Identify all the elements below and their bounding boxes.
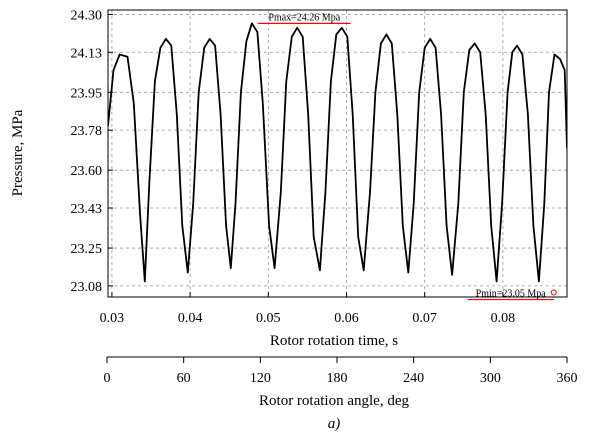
x2-tick-label: 180 bbox=[327, 371, 348, 386]
pmin-marker bbox=[550, 289, 557, 296]
x2-tick-label: 120 bbox=[250, 371, 271, 386]
y-tick-label: 23.60 bbox=[71, 164, 103, 179]
x2-axis-label: Rotor rotation angle, deg bbox=[259, 393, 409, 409]
pmin-label: Pmin=23.05 Mpa bbox=[476, 289, 547, 300]
x2-tick-label: 0 bbox=[104, 371, 111, 386]
y-axis-label: Pressure, MPa bbox=[10, 109, 26, 196]
x-tick-label: 0.08 bbox=[491, 311, 516, 326]
x-axis-angle: 0 60 120 180 240 300 360 bbox=[104, 356, 578, 386]
y-tick-label: 23.43 bbox=[71, 202, 103, 217]
x2-tick-label: 360 bbox=[557, 371, 578, 386]
x-tick-label: 0.05 bbox=[256, 311, 281, 326]
y-axis: 23.08 23.25 23.43 23.60 23.78 23.95 24.13 24.30 bbox=[71, 8, 113, 295]
y-tick-label: 24.30 bbox=[71, 8, 103, 23]
x2-tick-label: 300 bbox=[480, 371, 501, 386]
pressure-series-line bbox=[108, 22, 567, 283]
x-axis-time: 0.03 0.04 0.05 0.06 0.07 0.08 bbox=[100, 292, 515, 326]
annotations-layer: Pmax=24.26 Mpa Pmin=23.05 Mpa bbox=[258, 12, 557, 301]
y-tick-label: 23.95 bbox=[71, 86, 103, 101]
y-tick-label: 24.13 bbox=[71, 46, 103, 61]
pmax-label: Pmax=24.26 Mpa bbox=[268, 12, 340, 23]
y-tick-label: 23.25 bbox=[71, 242, 103, 257]
x-tick-label: 0.03 bbox=[100, 311, 125, 326]
x-axis-label: Rotor rotation time, s bbox=[270, 333, 398, 349]
y-tick-label: 23.78 bbox=[71, 124, 103, 139]
x-tick-label: 0.06 bbox=[334, 311, 359, 326]
x2-tick-label: 240 bbox=[403, 371, 424, 386]
x-tick-label: 0.04 bbox=[178, 311, 203, 326]
x2-tick-label: 60 bbox=[177, 371, 191, 386]
grid-lines bbox=[108, 10, 567, 297]
x-tick-label: 0.07 bbox=[412, 311, 437, 326]
series-layer bbox=[108, 22, 567, 283]
plot-frame bbox=[107, 9, 568, 298]
y-tick-label: 23.08 bbox=[71, 280, 103, 295]
figure-caption: a) bbox=[328, 416, 341, 432]
